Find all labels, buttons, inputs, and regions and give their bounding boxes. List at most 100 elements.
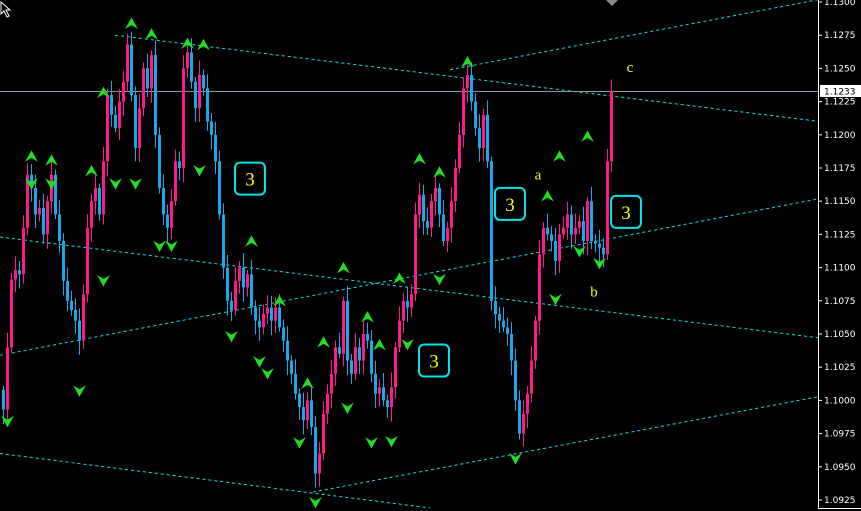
wave-letter-label: b	[590, 285, 598, 301]
candle-body	[222, 214, 225, 268]
candle-body	[198, 75, 201, 109]
candle-body	[482, 114, 485, 149]
candle	[314, 416, 317, 488]
candle	[386, 394, 389, 418]
candle-body	[106, 94, 109, 162]
candle	[414, 202, 417, 302]
candle-body	[142, 68, 145, 109]
fractal-down-arrow-icon	[593, 257, 606, 270]
price-tick-label: 1.1025	[824, 363, 856, 373]
candle-body	[430, 201, 433, 228]
candle	[546, 213, 549, 241]
candle	[362, 321, 365, 375]
candle-body	[38, 207, 41, 215]
candle	[446, 221, 449, 253]
price-axis: 1.1300 1.1275 1.1250 1.1225 1.1200 1.1175 1.11…	[818, 0, 861, 511]
candle	[598, 229, 601, 262]
candle-body	[350, 360, 353, 374]
candle	[462, 77, 465, 148]
fractal-down-arrow-icon	[225, 330, 238, 343]
candle	[326, 384, 329, 424]
price-tick-label: 1.1100	[824, 264, 856, 274]
candle-body	[334, 347, 337, 374]
shift-marker-icon[interactable]	[606, 0, 618, 6]
candle	[398, 306, 401, 352]
candle	[142, 62, 145, 117]
price-tick-label: 1.0950	[824, 463, 856, 473]
candle-body	[358, 347, 361, 361]
fractal-up-arrow-icon	[97, 86, 110, 99]
candle-body	[534, 320, 537, 361]
price-tick-label: 1.0975	[824, 430, 856, 440]
candle	[562, 216, 565, 239]
candle	[538, 239, 541, 335]
wave-letter-label: a	[535, 168, 542, 184]
candle	[506, 317, 509, 346]
candle-body	[78, 320, 81, 341]
candle-body	[442, 214, 445, 242]
candle	[62, 233, 65, 296]
candle	[330, 360, 333, 409]
candle	[218, 150, 221, 220]
candle	[294, 359, 297, 400]
fractal-down-arrow-icon	[341, 402, 354, 415]
candle-body	[398, 320, 401, 348]
candle	[234, 266, 237, 316]
candle-body	[470, 75, 473, 102]
candle-body	[94, 187, 97, 202]
wave-count-label: 3	[505, 195, 515, 216]
candle-body	[54, 174, 57, 215]
candle-body	[318, 453, 321, 474]
candle-body	[558, 234, 561, 261]
candle-body	[2, 389, 5, 410]
current-price-badge	[820, 84, 861, 97]
trendline	[312, 395, 821, 493]
price-tick-label: 1.1075	[824, 297, 856, 307]
candle	[370, 329, 373, 383]
candle-body	[190, 52, 193, 82]
candle-body	[146, 68, 149, 89]
fractal-down-arrow-icon	[1, 415, 14, 428]
fractal-down-arrow-icon	[153, 240, 166, 253]
wave-letter-label: c	[627, 60, 634, 76]
fractal-up-arrow-icon	[413, 153, 426, 165]
candle-body	[294, 373, 297, 394]
candle	[90, 194, 93, 242]
candle-body	[86, 227, 89, 295]
candle-body	[566, 214, 569, 228]
candle-body	[510, 334, 513, 361]
candle-body	[346, 300, 349, 361]
candle	[258, 307, 261, 341]
fractal-up-arrow-icon	[273, 295, 286, 307]
candle	[254, 300, 257, 335]
candle-body	[342, 300, 345, 354]
candle-body	[226, 267, 229, 301]
candle	[226, 254, 229, 316]
candle	[262, 304, 265, 335]
candle	[86, 214, 89, 303]
candle	[594, 234, 597, 253]
fractal-down-arrow-icon	[509, 453, 522, 465]
cursor-arrow-icon	[0, 0, 12, 18]
candle-body	[414, 214, 417, 295]
candle	[382, 372, 385, 407]
candle-body	[326, 393, 329, 414]
candle-body	[542, 227, 545, 255]
candle	[586, 197, 589, 256]
candle	[166, 204, 169, 243]
candle-body	[338, 347, 341, 354]
candle-body	[246, 274, 249, 288]
candle	[574, 213, 577, 245]
candle-body	[118, 101, 121, 129]
fractal-up-arrow-icon	[393, 272, 406, 284]
candle-body	[594, 241, 597, 244]
candle	[14, 256, 17, 293]
candle-body	[74, 310, 77, 321]
candle-body	[134, 94, 137, 149]
fractal-up-arrow-icon	[125, 17, 138, 29]
candle-body	[562, 227, 565, 235]
candle	[518, 390, 521, 440]
candle	[134, 86, 137, 162]
